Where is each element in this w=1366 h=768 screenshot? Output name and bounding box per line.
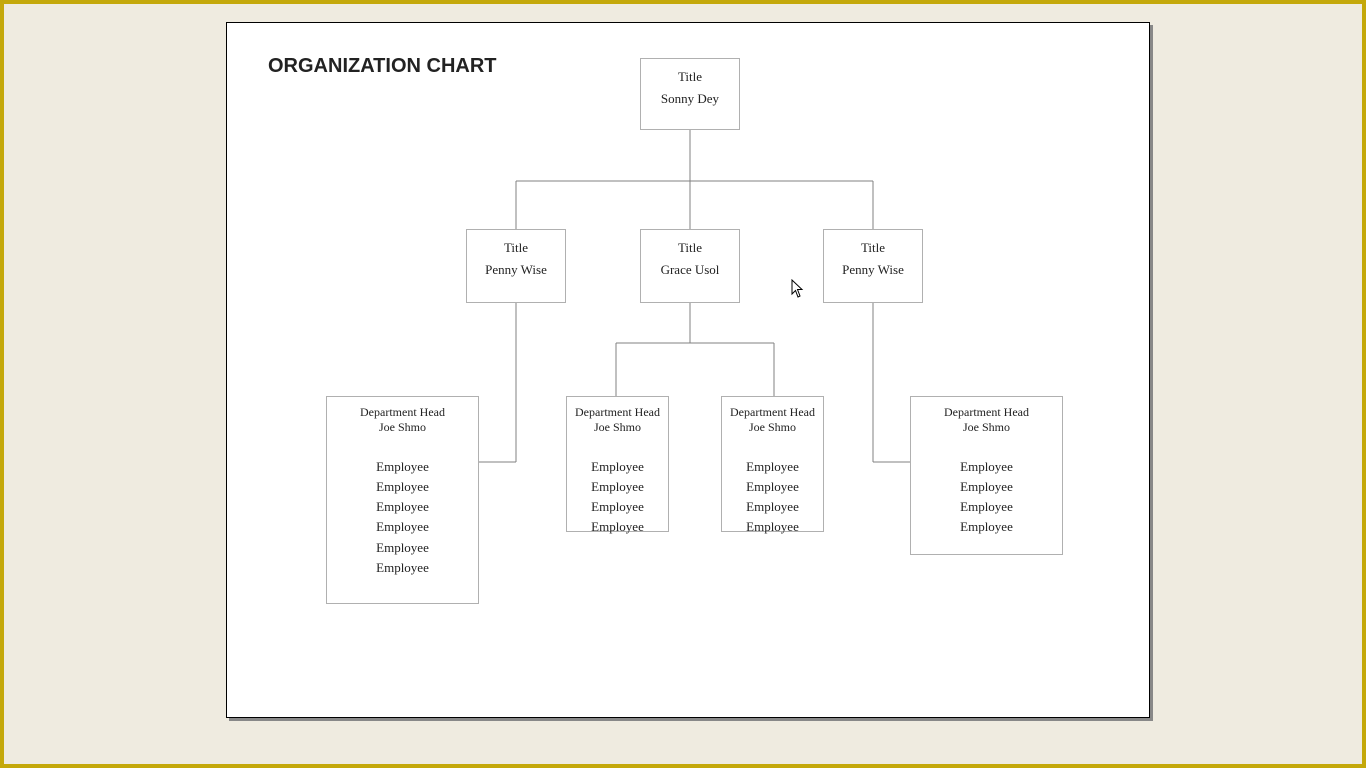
employee-item: Employee [567,477,668,497]
employee-item: Employee [567,517,668,537]
employee-list: Employee Employee Employee Employee [567,457,668,538]
dept-head-title: Department Head [327,405,478,420]
employee-item: Employee [327,477,478,497]
employee-item: Employee [327,538,478,558]
employee-item: Employee [911,497,1062,517]
employee-item: Employee [327,558,478,578]
node-manager-2: Title Penny Wise [823,229,923,303]
employee-item: Employee [722,457,823,477]
employee-list: Employee Employee Employee Employee [722,457,823,538]
employee-item: Employee [327,457,478,477]
node-title: Title [641,69,739,85]
node-department-1: Department Head Joe Shmo Employee Employ… [566,396,669,532]
outer-frame: ORGANIZATION CHART Title Sonny Dey Title… [0,0,1366,768]
employee-item: Employee [911,477,1062,497]
node-name: Sonny Dey [641,91,739,107]
employee-item: Employee [567,457,668,477]
dept-head-name: Joe Shmo [722,420,823,435]
dept-head-title: Department Head [911,405,1062,420]
dept-head-title: Department Head [722,405,823,420]
page-title: ORGANIZATION CHART [268,55,497,78]
employee-item: Employee [327,497,478,517]
employee-item: Employee [327,517,478,537]
document-page: ORGANIZATION CHART Title Sonny Dey Title… [226,22,1150,718]
node-title: Title [641,240,739,256]
node-department-0: Department Head Joe Shmo Employee Employ… [326,396,479,604]
dept-head-title: Department Head [567,405,668,420]
node-name: Grace Usol [641,262,739,278]
employee-item: Employee [911,517,1062,537]
employee-item: Employee [911,457,1062,477]
mouse-cursor-icon [791,279,805,299]
dept-head-name: Joe Shmo [567,420,668,435]
node-department-3: Department Head Joe Shmo Employee Employ… [910,396,1063,555]
employee-item: Employee [722,477,823,497]
node-top-executive: Title Sonny Dey [640,58,740,130]
node-department-2: Department Head Joe Shmo Employee Employ… [721,396,824,532]
employee-item: Employee [567,497,668,517]
employee-list: Employee Employee Employee Employee Empl… [327,457,478,578]
employee-item: Employee [722,517,823,537]
node-title: Title [467,240,565,256]
employee-list: Employee Employee Employee Employee [911,457,1062,538]
node-manager-1: Title Grace Usol [640,229,740,303]
node-name: Penny Wise [467,262,565,278]
dept-head-name: Joe Shmo [327,420,478,435]
node-manager-0: Title Penny Wise [466,229,566,303]
employee-item: Employee [722,497,823,517]
node-name: Penny Wise [824,262,922,278]
dept-head-name: Joe Shmo [911,420,1062,435]
node-title: Title [824,240,922,256]
